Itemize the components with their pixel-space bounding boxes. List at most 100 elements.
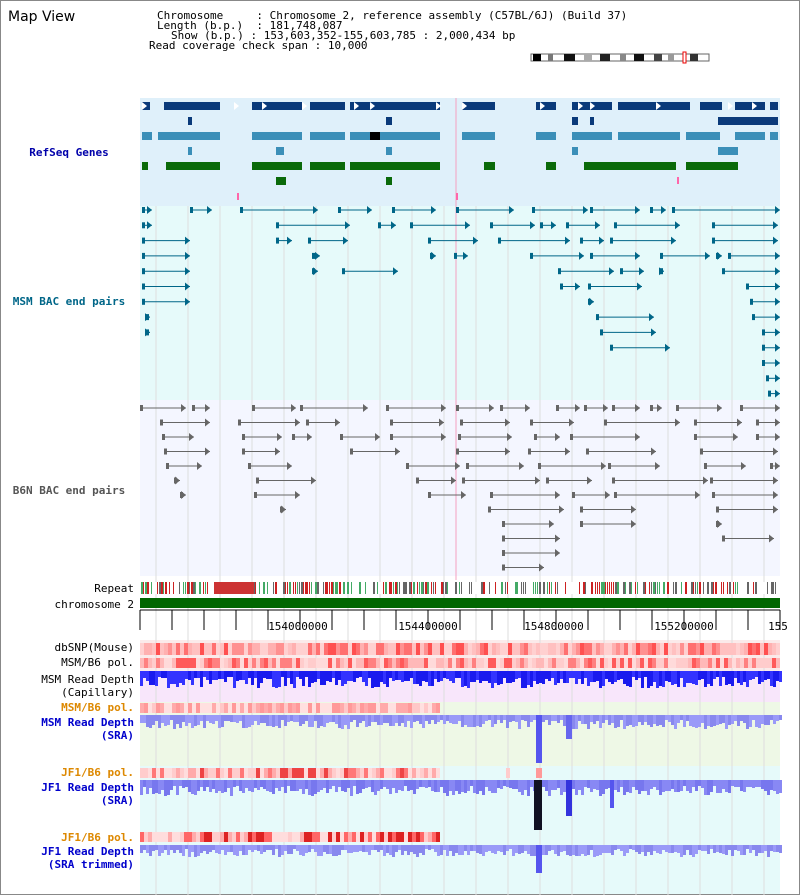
depth-bar xyxy=(212,715,215,724)
read-depth-tracks[interactable] xyxy=(140,671,782,873)
depth-bar xyxy=(581,780,584,795)
bac-end-arrow xyxy=(775,462,780,470)
bac-end-arrow xyxy=(659,267,664,276)
heat-cell xyxy=(172,643,176,655)
depth-bar xyxy=(779,845,782,853)
heat-cell xyxy=(152,643,156,655)
depth-bar xyxy=(545,780,548,791)
depth-bar xyxy=(707,845,710,854)
msm-bac-track[interactable] xyxy=(142,206,780,398)
heat-cell xyxy=(588,643,592,655)
depth-bar xyxy=(236,780,239,786)
heat-cell xyxy=(704,658,708,668)
depth-bar xyxy=(371,671,374,688)
heat-cell xyxy=(580,643,584,655)
depth-bar xyxy=(362,671,365,682)
heat-cell xyxy=(408,768,412,778)
repeat-element xyxy=(775,582,776,594)
depth-bar xyxy=(287,845,290,854)
depth-bar xyxy=(704,715,707,729)
heat-cell xyxy=(300,703,304,713)
track-label-jf1-b6-pol: JF1/B6 pol. xyxy=(61,766,134,779)
depth-bar xyxy=(254,715,257,721)
depth-bar xyxy=(524,671,527,688)
heat-cell xyxy=(184,643,188,655)
heat-cell xyxy=(156,768,160,778)
heat-cell xyxy=(344,658,348,668)
bac-end xyxy=(460,419,463,426)
depth-bar xyxy=(233,715,236,722)
heat-cell xyxy=(648,643,652,655)
repeat-element xyxy=(645,582,646,594)
depth-bar xyxy=(557,845,560,856)
bac-end-arrow xyxy=(393,267,398,276)
depth-bar xyxy=(245,780,248,788)
bac-end xyxy=(716,506,719,513)
heat-cell xyxy=(296,658,300,668)
bac-end xyxy=(704,463,707,469)
depth-bar xyxy=(677,671,680,687)
depth-bar xyxy=(383,671,386,684)
repeat-element xyxy=(205,582,206,594)
depth-bar xyxy=(695,780,698,791)
marker-tick xyxy=(677,177,679,184)
heat-cell xyxy=(200,703,204,713)
depth-bar xyxy=(287,715,290,722)
repeat-element xyxy=(189,582,190,594)
depth-spike xyxy=(536,845,542,873)
bac-end xyxy=(142,268,145,275)
depth-bar xyxy=(302,715,305,724)
bac-end-arrow xyxy=(717,520,722,528)
heat-cell xyxy=(380,658,384,668)
bac-end xyxy=(458,434,461,440)
repeat-element xyxy=(351,582,352,594)
heat-cell xyxy=(416,658,420,668)
bac-end-arrow xyxy=(775,282,780,291)
depth-bar xyxy=(419,715,422,724)
bac-end-arrow xyxy=(635,433,640,441)
depth-bar xyxy=(359,780,362,793)
depth-bar xyxy=(485,715,488,721)
heat-cell xyxy=(372,703,376,713)
depth-bar xyxy=(503,715,506,720)
repeat-element xyxy=(481,582,483,594)
heat-cell xyxy=(152,832,156,842)
bac-end xyxy=(142,222,145,229)
bac-end xyxy=(712,222,715,229)
bac-end xyxy=(614,492,617,498)
depth-bar xyxy=(353,780,356,786)
depth-bar xyxy=(440,671,443,681)
heat-cell xyxy=(156,832,160,842)
depth-bar xyxy=(281,780,284,787)
refseq-genes-track[interactable] xyxy=(142,102,778,200)
heat-cell xyxy=(336,643,340,655)
bac-end xyxy=(572,492,575,498)
depth-bar xyxy=(644,715,647,722)
bac-end xyxy=(306,419,309,426)
repeat-element xyxy=(699,582,701,594)
depth-bar xyxy=(326,715,329,723)
bac-end xyxy=(378,222,381,229)
b6n-bac-track[interactable] xyxy=(140,404,780,572)
heatmap-tracks[interactable] xyxy=(140,643,780,842)
axis-tick-label: 155200000 xyxy=(654,620,714,633)
heat-cell xyxy=(212,643,216,655)
bac-end-arrow xyxy=(535,476,540,485)
heat-cell xyxy=(656,658,660,668)
bac-end-arrow xyxy=(575,404,580,412)
chromosome-ideogram[interactable] xyxy=(528,51,714,65)
heat-cell xyxy=(748,643,752,655)
repeat-element xyxy=(549,582,550,594)
heat-cell xyxy=(656,643,660,655)
chromosome-bar[interactable] xyxy=(140,598,780,608)
bac-end xyxy=(238,419,241,426)
depth-bar xyxy=(617,780,620,792)
heat-cell xyxy=(360,658,364,668)
heat-cell xyxy=(388,768,392,778)
heat-cell xyxy=(500,643,504,655)
length-info: Length (b.p.) : 181,748,087 xyxy=(157,20,342,31)
depth-bar xyxy=(443,671,446,678)
repeat-track[interactable] xyxy=(141,582,776,594)
depth-bar xyxy=(275,780,278,788)
